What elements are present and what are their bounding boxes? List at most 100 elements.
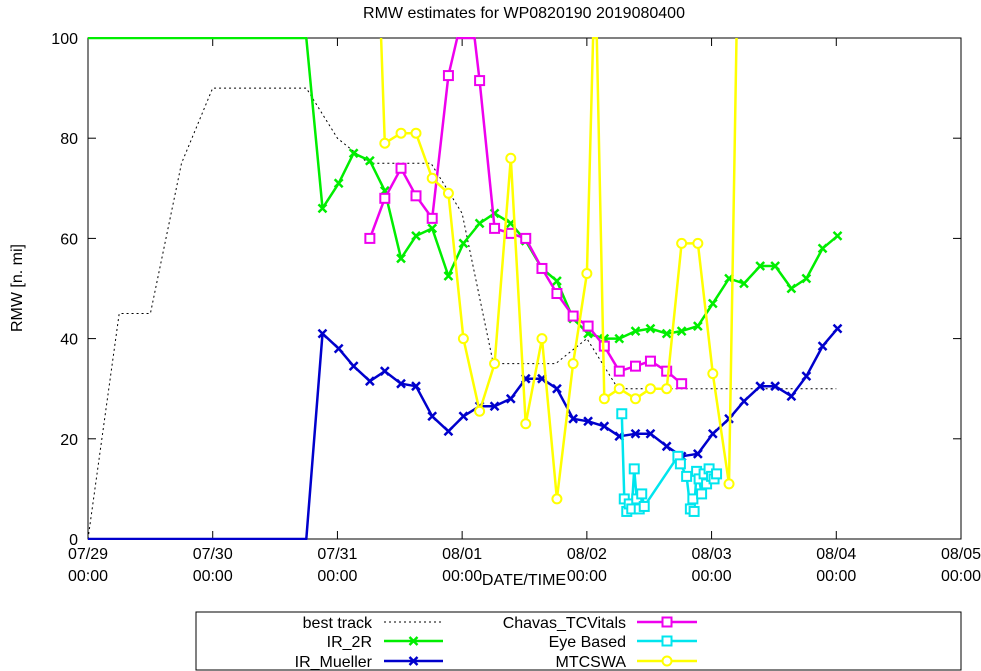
x-tick-time: 00:00 <box>317 568 357 585</box>
data-point <box>396 253 406 264</box>
data-point <box>443 426 454 437</box>
data-point <box>786 391 797 402</box>
data-point <box>474 405 486 417</box>
y-tick-label: 60 <box>60 231 78 248</box>
data-point <box>707 368 719 380</box>
data-point <box>520 232 532 244</box>
data-point <box>723 478 735 490</box>
data-point <box>707 298 718 309</box>
data-point <box>711 468 723 480</box>
data-point <box>536 262 548 274</box>
data-point <box>636 488 648 500</box>
data-point <box>770 261 781 271</box>
data-point <box>692 448 703 459</box>
x-tick-time: 00:00 <box>193 568 233 585</box>
x-tick-date: 07/30 <box>193 546 233 563</box>
y-tick-label: 20 <box>60 432 78 449</box>
data-point <box>645 428 656 439</box>
data-point <box>817 341 828 351</box>
data-point <box>614 333 625 344</box>
data-point <box>613 383 625 395</box>
data-point <box>474 75 486 87</box>
data-point <box>489 401 500 412</box>
data-point <box>644 355 656 367</box>
y-tick-label: 40 <box>60 332 78 349</box>
series-eye-based <box>616 408 723 517</box>
data-point <box>676 378 688 390</box>
data-point <box>755 381 766 392</box>
data-point <box>755 261 766 271</box>
x-tick-date: 08/05 <box>941 546 981 563</box>
series-line <box>88 327 839 540</box>
data-point <box>599 421 610 432</box>
data-point <box>551 493 563 505</box>
data-point <box>739 278 749 289</box>
data-point <box>707 428 718 439</box>
chart-title: RMW estimates for WP0820190 2019080400 <box>363 5 685 22</box>
data-point <box>411 381 421 392</box>
data-point <box>568 413 579 424</box>
data-point <box>411 231 421 241</box>
series-line <box>379 37 738 501</box>
legend-marker <box>661 635 673 647</box>
data-point <box>379 137 391 149</box>
series-line <box>88 37 839 340</box>
data-point <box>410 127 422 139</box>
data-point <box>630 428 641 439</box>
legend-label: Eye Based <box>549 634 626 651</box>
data-point <box>348 361 359 372</box>
series-ir-mueller <box>88 323 843 540</box>
data-point <box>661 441 672 452</box>
data-point <box>458 411 469 422</box>
data-point <box>520 418 532 430</box>
x-tick-date: 08/03 <box>692 546 732 563</box>
data-point <box>681 470 693 482</box>
data-point <box>379 192 391 204</box>
legend: best track IR_2R IR_Mueller Chavas_TCVitals… <box>195 611 962 671</box>
data-point <box>770 381 781 392</box>
data-point <box>661 383 673 395</box>
data-point <box>644 383 656 395</box>
data-point <box>379 366 390 377</box>
series-chavas-tcvitals <box>364 37 688 390</box>
data-point <box>629 393 641 405</box>
data-point <box>505 393 516 404</box>
plot-frame <box>87 37 962 540</box>
y-tick-label: 0 <box>69 532 78 549</box>
x-tick-date: 08/02 <box>567 546 607 563</box>
data-point <box>801 371 812 382</box>
plot-area: 0 20 40 60 80 100 07/29 00:00 07/30 00:00 07/31 00:… <box>51 31 981 585</box>
data-point <box>583 416 593 427</box>
data-point <box>567 358 579 370</box>
legend-marker <box>661 616 673 628</box>
x-tick-time: 00:00 <box>692 568 732 585</box>
data-point <box>739 396 749 407</box>
data-point <box>457 333 469 345</box>
data-point <box>427 411 438 422</box>
data-point <box>696 488 708 500</box>
data-point <box>348 148 359 159</box>
x-tick-time: 00:00 <box>941 568 981 585</box>
data-point <box>536 333 548 345</box>
data-point <box>616 408 628 420</box>
series-best-track <box>88 87 837 540</box>
data-point <box>395 162 407 174</box>
x-tick-date: 08/01 <box>442 546 482 563</box>
legend-label: best track <box>303 615 373 632</box>
series-line <box>88 87 837 540</box>
data-point <box>317 203 328 214</box>
legend-marker <box>661 655 673 667</box>
series-ir-2r <box>88 37 843 344</box>
data-point <box>817 243 828 254</box>
data-point <box>489 222 501 234</box>
data-point <box>396 378 406 389</box>
data-point <box>674 458 686 470</box>
data-point <box>645 323 656 334</box>
data-point <box>613 365 625 377</box>
legend-marker <box>408 656 419 666</box>
x-tick-date: 08/04 <box>816 546 856 563</box>
x-tick-time: 00:00 <box>816 568 856 585</box>
series-mtcswa <box>379 37 738 505</box>
data-point <box>692 237 704 249</box>
